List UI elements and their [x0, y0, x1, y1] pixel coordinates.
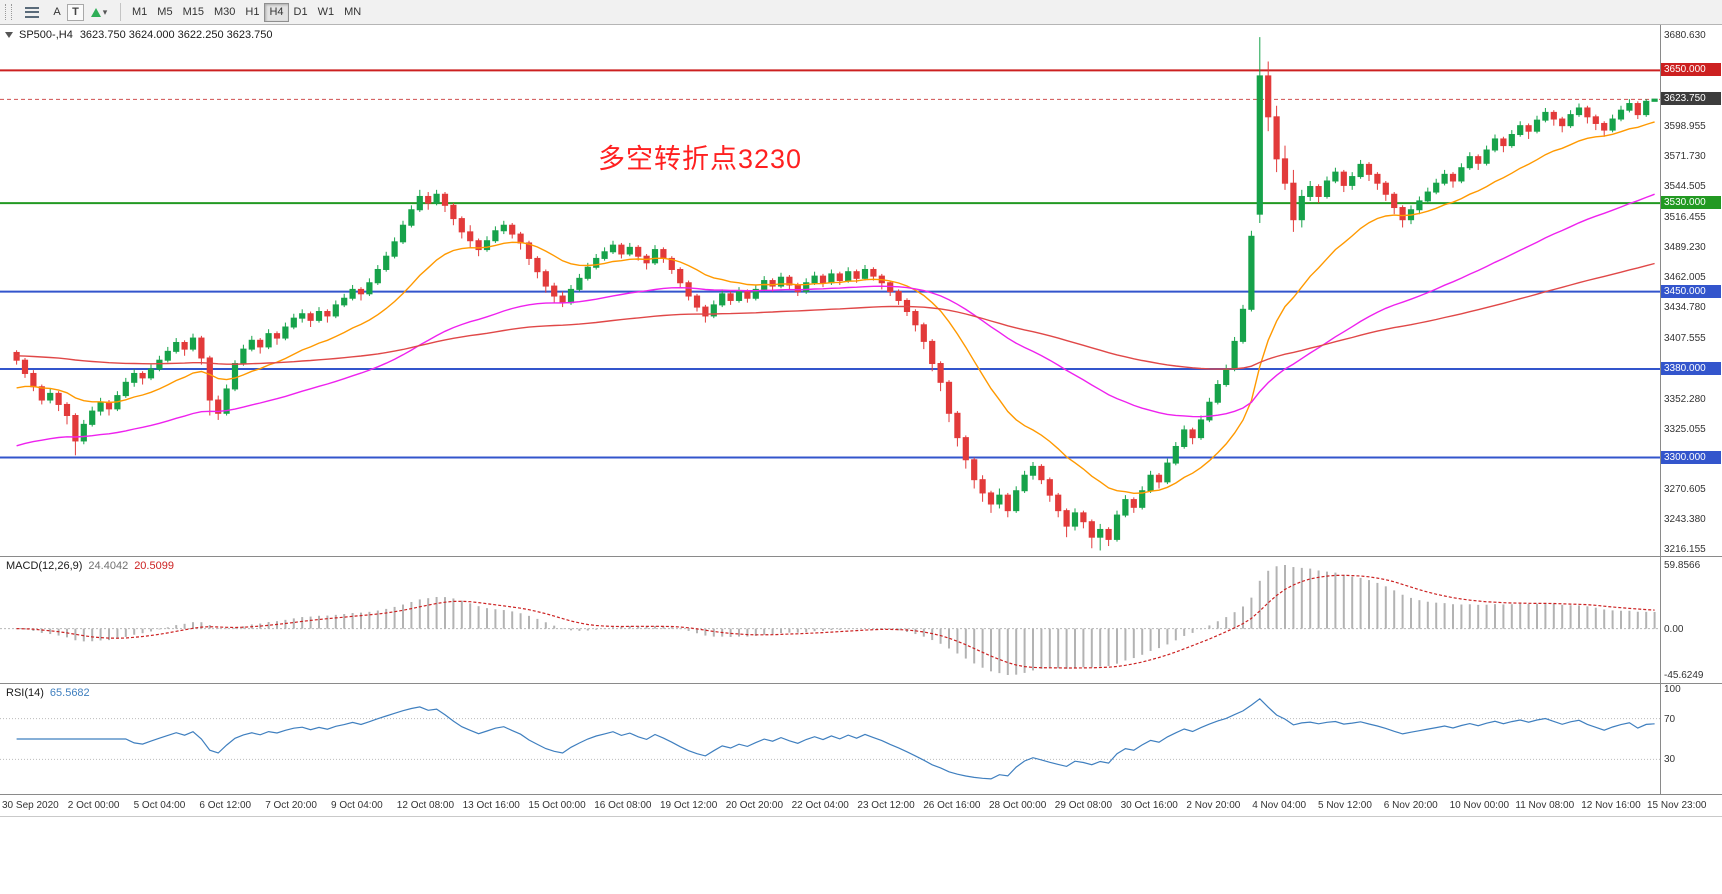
rsi-scale-label: 70 — [1664, 713, 1676, 725]
price-chart-panel: SP500-,H4 3623.750 3624.000 3622.250 362… — [0, 25, 1722, 557]
timeframe-mn-button[interactable]: MN — [339, 3, 366, 22]
macd-panel: MACD(12,26,9) 24.4042 20.5099 59.8566 0.0… — [0, 557, 1722, 684]
expand-chart-icon[interactable] — [5, 32, 13, 38]
time-axis-label: 6 Nov 20:00 — [1383, 800, 1438, 811]
time-axis-label: 30 Sep 2020 — [2, 800, 59, 811]
time-axis-label: 2 Nov 20:00 — [1186, 800, 1241, 811]
rsi-chart[interactable] — [0, 684, 1660, 794]
time-axis-label: 16 Oct 08:00 — [594, 800, 652, 811]
rsi-label: RSI(14) 65.5682 — [6, 687, 90, 699]
price-tick-label: 3516.455 — [1664, 212, 1706, 224]
macd-scale-label: 0.00 — [1664, 623, 1684, 635]
price-tick-label: 3571.730 — [1664, 150, 1706, 162]
rsi-panel: RSI(14) 65.5682 100 70 30 — [0, 684, 1722, 795]
level-price-label: 3530.000 — [1661, 196, 1721, 210]
macd-main-value: 24.4042 — [88, 560, 129, 572]
macd-scale-label: 59.8566 — [1664, 560, 1701, 571]
time-axis-label: 2 Oct 00:00 — [67, 800, 120, 811]
time-axis-label: 29 Oct 08:00 — [1054, 800, 1113, 811]
time-axis-label: 5 Nov 12:00 — [1318, 800, 1372, 811]
timeframe-m1-button[interactable]: M1 — [127, 3, 152, 22]
toolbar-separator — [120, 3, 121, 21]
timeframe-h4-button[interactable]: H4 — [264, 2, 289, 22]
time-axis-label: 19 Oct 12:00 — [660, 800, 718, 811]
time-axis-label: 15 Oct 00:00 — [528, 800, 586, 811]
time-axis-label: 12 Nov 16:00 — [1581, 800, 1641, 811]
timeframe-w1-button[interactable]: W1 — [313, 3, 340, 22]
macd-label: MACD(12,26,9) 24.4042 20.5099 — [6, 560, 174, 572]
toolbar-grip[interactable] — [5, 4, 12, 20]
time-axis-label: 30 Oct 16:00 — [1120, 800, 1178, 811]
toolbar: A T ▾ M1 M5 M15 M30 H1 H4 D1 W1 MN — [0, 0, 1722, 25]
triangle-icon — [90, 7, 101, 17]
time-axis-label: 23 Oct 12:00 — [857, 800, 915, 811]
text-label-tool-button[interactable]: T — [67, 3, 84, 21]
time-axis-label: 4 Nov 04:00 — [1252, 800, 1307, 811]
timeframe-m5-button[interactable]: M5 — [152, 3, 177, 22]
price-tick-label: 3216.155 — [1664, 544, 1706, 556]
symbol-name: SP500-,H4 — [19, 29, 73, 41]
timeframe-d1-button[interactable]: D1 — [289, 3, 313, 22]
horizontal-lines-icon — [25, 6, 39, 18]
time-axis-label: 13 Oct 16:00 — [462, 800, 520, 811]
price-tick-label: 3489.230 — [1664, 242, 1706, 254]
rsi-name: RSI(14) — [6, 687, 44, 699]
time-axis-label: 11 Nov 08:00 — [1515, 800, 1575, 811]
price-tick-label: 3462.005 — [1664, 272, 1706, 284]
time-axis-label: 5 Oct 04:00 — [133, 800, 186, 811]
level-price-label: 3450.000 — [1661, 284, 1721, 298]
price-tick-label: 3352.280 — [1664, 393, 1706, 405]
level-price-label: 3650.000 — [1661, 63, 1721, 77]
rsi-scale-label: 30 — [1664, 754, 1676, 766]
timeframe-m15-button[interactable]: M15 — [178, 3, 209, 22]
time-axis-label: 28 Oct 00:00 — [989, 800, 1047, 811]
price-tick-label: 3598.955 — [1664, 120, 1706, 132]
macd-chart[interactable] — [0, 557, 1660, 683]
time-axis[interactable]: 30 Sep 2020 2 Oct 00:00 5 Oct 04:00 6 Oct 1… — [0, 795, 1722, 817]
price-tick-label: 3407.555 — [1664, 332, 1706, 344]
time-axis-label: 12 Oct 08:00 — [396, 800, 455, 811]
price-scale[interactable]: 3680.630 3650.000 3623.750 3598.955 3571.730… — [1661, 25, 1721, 556]
macd-scale-label: -45.6249 — [1664, 670, 1704, 681]
rsi-value: 65.5682 — [49, 687, 90, 699]
price-chart-plot[interactable]: SP500-,H4 3623.750 3624.000 3622.250 362… — [0, 25, 1661, 556]
macd-plot[interactable]: MACD(12,26,9) 24.4042 20.5099 — [0, 557, 1661, 683]
line-studies-button[interactable] — [17, 2, 47, 23]
timeframe-h1-button[interactable]: H1 — [240, 3, 264, 22]
price-tick-label: 3680.630 — [1664, 30, 1706, 42]
level-price-label: 3380.000 — [1661, 362, 1721, 376]
rsi-scale[interactable]: 100 70 30 — [1661, 684, 1721, 794]
current-price-label: 3623.750 — [1661, 92, 1721, 106]
text-tool-button[interactable]: A — [47, 3, 67, 22]
dropdown-caret-icon: ▾ — [102, 6, 108, 17]
bottom-blank-area — [0, 817, 1722, 893]
time-axis-label: 6 Oct 12:00 — [199, 800, 252, 811]
chart-annotation: 多空转折点3230 — [598, 144, 803, 174]
macd-name: MACD(12,26,9) — [6, 560, 83, 572]
rsi-scale-label: 100 — [1664, 684, 1681, 695]
candlestick-chart[interactable] — [0, 25, 1660, 556]
rsi-plot[interactable]: RSI(14) 65.5682 — [0, 684, 1661, 794]
price-tick-label: 3325.055 — [1664, 423, 1706, 435]
macd-scale[interactable]: 59.8566 0.00 -45.6249 — [1661, 557, 1721, 683]
symbol-header: SP500-,H4 3623.750 3624.000 3622.250 362… — [5, 29, 273, 41]
price-tick-label: 3544.505 — [1664, 181, 1706, 193]
time-axis-label: 20 Oct 20:00 — [725, 800, 784, 811]
timeframe-m30-button[interactable]: M30 — [209, 3, 240, 22]
price-tick-label: 3270.605 — [1664, 484, 1706, 496]
time-axis-label: 15 Nov 23:00 — [1647, 800, 1707, 811]
price-tick-label: 3434.780 — [1664, 302, 1706, 314]
time-axis-label: 7 Oct 20:00 — [265, 800, 317, 811]
time-axis-label: 22 Oct 04:00 — [791, 800, 849, 811]
time-axis-label: 26 Oct 16:00 — [923, 800, 981, 811]
level-price-label: 3300.000 — [1661, 450, 1721, 464]
price-tick-label: 3243.380 — [1664, 514, 1706, 526]
time-axis-label: 9 Oct 04:00 — [331, 800, 383, 811]
symbol-ohlc-values: 3623.750 3624.000 3622.250 3623.750 — [79, 29, 273, 41]
macd-signal-value: 20.5099 — [134, 560, 174, 572]
shapes-tool-button[interactable]: ▾ — [84, 2, 114, 23]
time-axis-label: 10 Nov 00:00 — [1449, 800, 1510, 811]
